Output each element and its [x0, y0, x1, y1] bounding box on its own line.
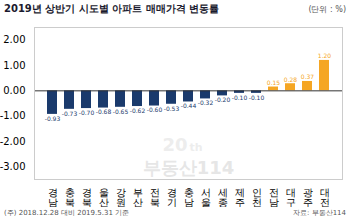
svg-text:0.00: 0.00 [3, 85, 25, 96]
svg-text:전북: 전북 [150, 187, 160, 207]
svg-text:경기: 경기 [167, 187, 177, 207]
svg-text:강원: 강원 [116, 187, 126, 207]
svg-text:대전: 대전 [320, 187, 330, 207]
svg-text:부동산114: 부동산114 [143, 157, 235, 178]
svg-text:세종: 세종 [218, 187, 228, 207]
svg-text:-0.53: -0.53 [164, 105, 180, 112]
svg-text:-0.44: -0.44 [181, 102, 197, 109]
svg-text:-2.00: -2.00 [0, 136, 26, 147]
svg-text:서울: 서울 [201, 187, 211, 207]
svg-text:2.00: 2.00 [3, 34, 25, 45]
svg-text:-3.00: -3.00 [0, 161, 26, 172]
svg-text:-0.20: -0.20 [215, 96, 231, 103]
html-text:자료: 부동산114: 자료: 부동산114 [293, 209, 346, 217]
svg-text:광주: 광주 [303, 187, 313, 207]
svg-text:1.20: 1.20 [318, 52, 332, 59]
svg-text:대구: 대구 [286, 187, 296, 207]
svg-text:인천: 인천 [252, 187, 262, 207]
svg-text:-0.62: -0.62 [130, 107, 146, 114]
svg-text:-0.93: -0.93 [45, 115, 61, 122]
svg-text:0.28: 0.28 [284, 76, 298, 83]
svg-text:-1.00: -1.00 [0, 110, 26, 121]
svg-text:부산: 부산 [133, 187, 143, 207]
svg-text:-0.68: -0.68 [96, 108, 112, 115]
html-text:(주) 2018.12.28 대비 2019.5.31 기준: (주) 2018.12.28 대비 2019.5.31 기준 [4, 209, 130, 217]
svg-text:0.37: 0.37 [301, 73, 315, 80]
svg-text:-0.32: -0.32 [198, 99, 214, 106]
svg-text:-0.60: -0.60 [147, 106, 163, 113]
html-text:(단위 : %): (단위 : %) [308, 5, 346, 14]
svg-text:0.15: 0.15 [267, 79, 281, 86]
svg-text:제주: 제주 [235, 187, 245, 207]
svg-text:-0.70: -0.70 [79, 109, 95, 116]
svg-text:전남: 전남 [269, 187, 279, 207]
html-text:2019년 상반기 시도별 아파트 매매가격 변동률: 2019년 상반기 시도별 아파트 매매가격 변동률 [4, 3, 220, 14]
svg-text:20: 20 [162, 134, 187, 155]
svg-text:경남: 경남 [48, 187, 58, 207]
svg-text:-0.73: -0.73 [62, 110, 78, 117]
svg-text:-0.65: -0.65 [113, 108, 129, 115]
svg-text:충북: 충북 [65, 187, 75, 207]
svg-text:충남: 충남 [184, 187, 194, 207]
svg-text:th: th [190, 141, 203, 154]
svg-text:-0.10: -0.10 [249, 94, 265, 101]
svg-text:1.00: 1.00 [3, 60, 25, 71]
svg-text:울산: 울산 [99, 187, 109, 207]
svg-text:-0.10: -0.10 [232, 94, 248, 101]
svg-text:경북: 경북 [82, 187, 92, 207]
